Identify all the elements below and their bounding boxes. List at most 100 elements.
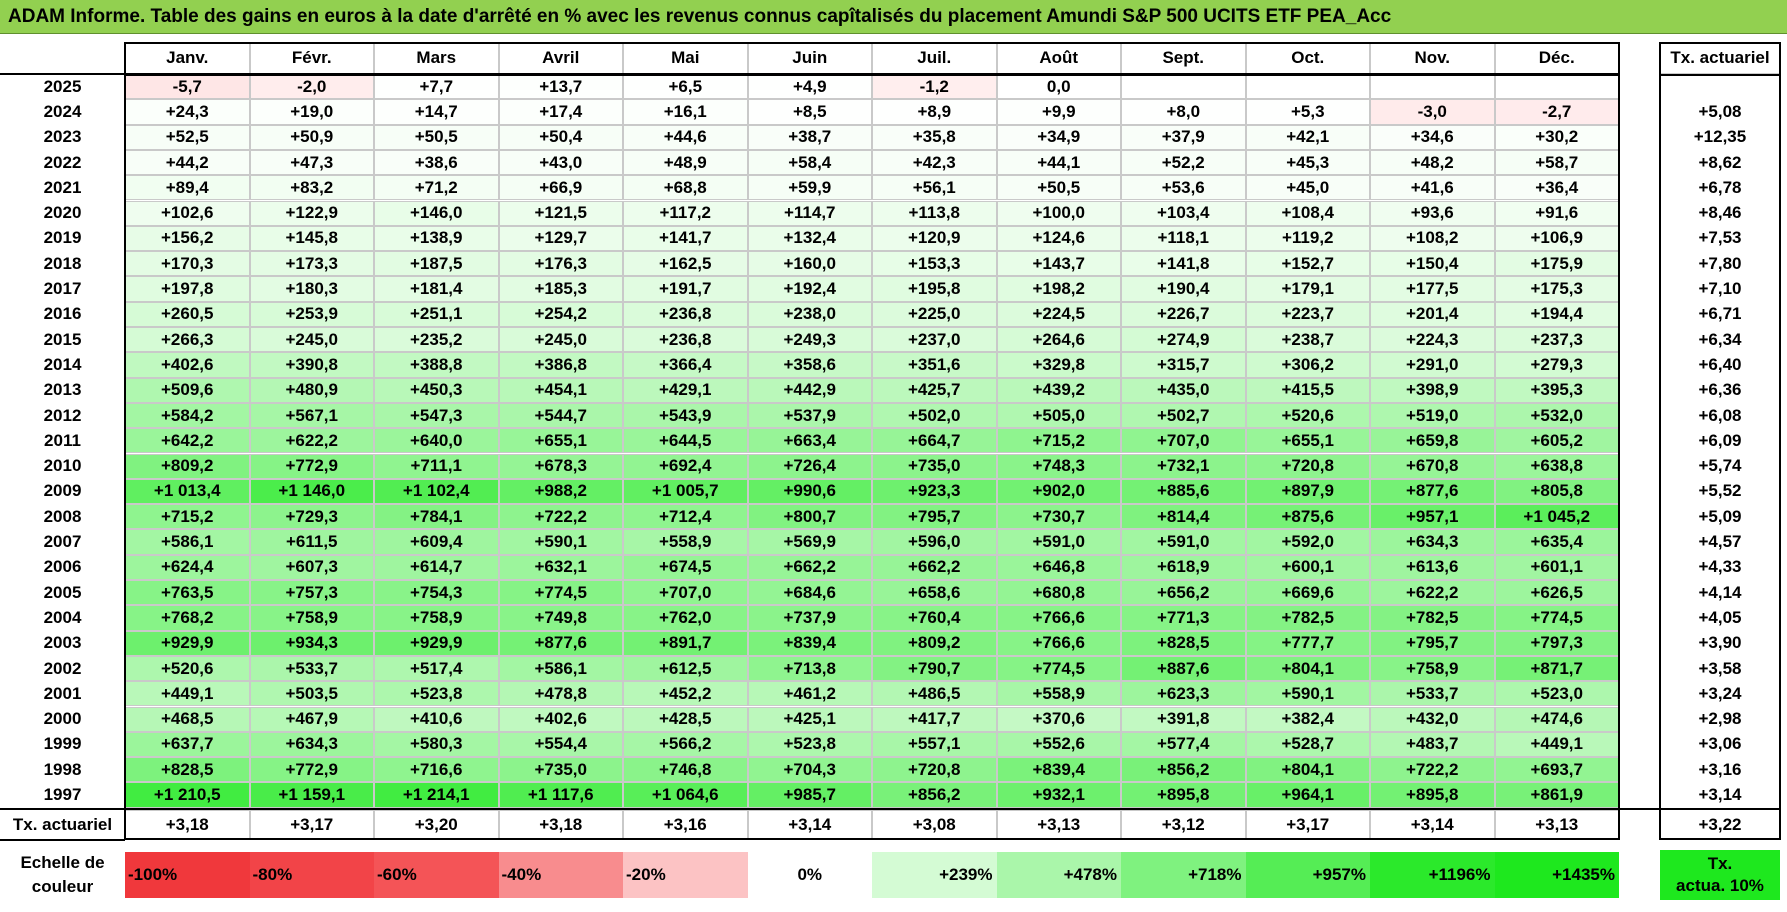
year-label: 2010 — [43, 456, 82, 476]
gain-cell: +895,8 — [1370, 782, 1495, 808]
gain-cell: +245,0 — [249, 327, 374, 353]
gain-cell: +66,9 — [498, 175, 623, 201]
gain-cell: +730,7 — [996, 504, 1121, 530]
gain-cell: +839,4 — [996, 757, 1121, 783]
gain-cell: +659,8 — [1370, 428, 1495, 454]
rate-cell: +6,34 — [1660, 327, 1780, 353]
gain-cell: +664,7 — [872, 428, 997, 454]
gain-cell: +856,2 — [1121, 757, 1246, 783]
gain-cell: +7,7 — [374, 74, 499, 100]
gain-cell: +766,6 — [996, 605, 1121, 631]
gain-cell: +390,8 — [249, 352, 374, 378]
gain-cell — [1245, 74, 1370, 100]
year-label: 2015 — [43, 329, 82, 349]
gain-cell: +48,9 — [623, 149, 748, 176]
gain-cell: +757,3 — [249, 580, 374, 606]
gain-cell: +758,9 — [1370, 655, 1495, 682]
report-title: ADAM Informe. Table des gains en euros à… — [0, 0, 1787, 34]
year-label: 2003 — [43, 633, 82, 653]
gain-cell: +173,3 — [249, 251, 374, 277]
gain-cell: +91,6 — [1494, 200, 1619, 226]
gain-cell: +41,6 — [1370, 175, 1495, 201]
gain-cell: +44,6 — [623, 124, 748, 150]
gain-cell: +162,5 — [623, 251, 748, 277]
color-scale-swatch: +957% — [1245, 852, 1370, 898]
gain-cell: +790,7 — [872, 655, 997, 682]
gain-cell: +656,2 — [1121, 580, 1246, 606]
year-label: 2022 — [43, 152, 82, 172]
gain-cell: +8,9 — [872, 99, 997, 125]
gain-cell: +4,9 — [747, 74, 872, 100]
gain-cell: +190,4 — [1121, 276, 1246, 302]
rate-cell: +5,08 — [1660, 99, 1780, 125]
rate-cell: +6,78 — [1660, 175, 1780, 201]
gain-cell: +439,2 — [996, 377, 1121, 403]
gain-cell: +678,3 — [498, 453, 623, 479]
gain-cell: +486,5 — [872, 681, 997, 707]
gain-cell: +655,1 — [498, 428, 623, 454]
gain-cell: +9,9 — [996, 99, 1121, 125]
gain-cell: +662,2 — [747, 554, 872, 580]
gain-cell: +366,4 — [623, 352, 748, 378]
year-label: 2021 — [43, 177, 82, 197]
gain-cell: +828,5 — [125, 757, 250, 783]
gain-cell: +402,6 — [498, 706, 623, 732]
rate-cell: +8,62 — [1660, 149, 1780, 176]
rate-cell: +6,08 — [1660, 402, 1780, 429]
gain-cell: +777,7 — [1245, 630, 1370, 656]
gain-cell: +722,2 — [1370, 757, 1495, 783]
year-label: 2017 — [43, 279, 82, 299]
gain-cell: +662,2 — [872, 554, 997, 580]
gain-cell: +50,9 — [249, 124, 374, 150]
gain-cell: +114,7 — [747, 200, 872, 226]
gain-cell: +478,8 — [498, 681, 623, 707]
gain-cell: +669,6 — [1245, 580, 1370, 606]
gain-cell: +502,0 — [872, 402, 997, 429]
year-label: 2005 — [43, 582, 82, 602]
gain-cell: +558,9 — [623, 529, 748, 555]
gain-cell: +809,2 — [872, 630, 997, 656]
gain-cell: +118,1 — [1121, 225, 1246, 252]
gain-cell: +237,3 — [1494, 327, 1619, 353]
gain-cell: -2,0 — [249, 74, 374, 100]
gain-cell: +138,9 — [374, 225, 499, 252]
gain-cell: +175,9 — [1494, 251, 1619, 277]
year-label: 2007 — [43, 532, 82, 552]
gain-cell: +584,2 — [125, 402, 250, 429]
gain-cell: +626,5 — [1494, 580, 1619, 606]
gain-cell: +223,7 — [1245, 301, 1370, 327]
year-label: 2020 — [43, 203, 82, 223]
gain-cell: +887,6 — [1121, 655, 1246, 682]
gain-cell: +1 214,1 — [374, 782, 499, 808]
year-column-top-line — [0, 73, 125, 75]
gain-cell: +58,7 — [1494, 149, 1619, 176]
gain-cell: +557,1 — [872, 731, 997, 758]
gain-cell: +187,5 — [374, 251, 499, 277]
gain-cell: +192,4 — [747, 276, 872, 302]
gain-cell: +467,9 — [249, 706, 374, 732]
gain-cell: +809,2 — [125, 453, 250, 479]
gain-cell: +1 210,5 — [125, 782, 250, 808]
gain-cell: +45,0 — [1245, 175, 1370, 201]
gain-cell: +737,9 — [747, 605, 872, 631]
gain-cell: +638,8 — [1494, 453, 1619, 479]
gain-cell: +797,3 — [1494, 630, 1619, 656]
gain-cell: +544,7 — [498, 402, 623, 429]
gain-cell: +146,0 — [374, 200, 499, 226]
gain-cell: +224,3 — [1370, 327, 1495, 353]
gain-cell: +609,4 — [374, 529, 499, 555]
gain-cell: +152,7 — [1245, 251, 1370, 277]
gain-cell: +14,7 — [374, 99, 499, 125]
rate-cell: +5,74 — [1660, 453, 1780, 479]
gain-cell: +932,1 — [996, 782, 1121, 808]
gain-cell: +533,7 — [249, 655, 374, 682]
gain-cell: +766,6 — [996, 630, 1121, 656]
summary-rate-cell: +3,13 — [996, 809, 1121, 840]
gain-cell: +1 064,6 — [623, 782, 748, 808]
rate-cell: +7,53 — [1660, 225, 1780, 252]
gain-cell: +1 146,0 — [249, 478, 374, 505]
gain-cell: +425,7 — [872, 377, 997, 403]
year-label: 2006 — [43, 557, 82, 577]
color-scale-swatch: +239% — [872, 852, 997, 898]
gain-cell: +194,4 — [1494, 301, 1619, 327]
